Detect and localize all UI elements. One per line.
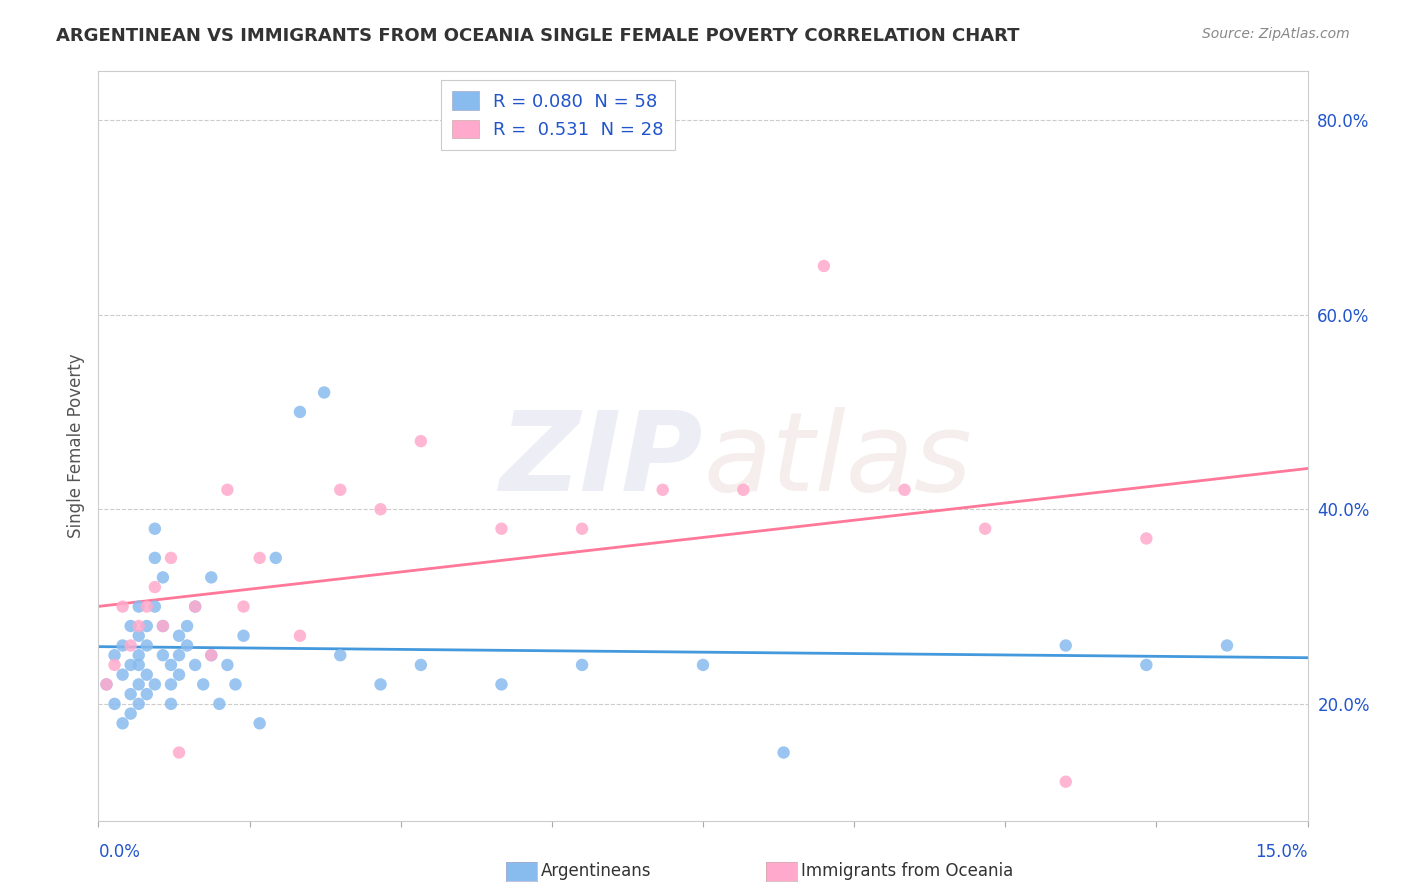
Point — [772, 746, 794, 760]
Text: Argentineans: Argentineans — [541, 863, 652, 880]
Point — [1054, 639, 1077, 653]
Point — [176, 619, 198, 633]
Point — [143, 522, 166, 536]
Text: Immigrants from Oceania: Immigrants from Oceania — [801, 863, 1014, 880]
Point — [200, 570, 222, 584]
Point — [167, 629, 190, 643]
Point — [813, 259, 835, 273]
Point — [120, 706, 142, 721]
Text: 0.0%: 0.0% — [98, 843, 141, 861]
Point — [491, 677, 513, 691]
Point — [1135, 657, 1157, 672]
Point — [217, 483, 239, 497]
Point — [167, 667, 190, 681]
Point — [143, 580, 166, 594]
Point — [217, 657, 239, 672]
Point — [120, 639, 142, 653]
Point — [135, 667, 157, 681]
Point — [651, 483, 673, 497]
Text: Source: ZipAtlas.com: Source: ZipAtlas.com — [1202, 27, 1350, 41]
Point — [128, 599, 150, 614]
Point — [288, 405, 311, 419]
Point — [249, 550, 271, 565]
Point — [96, 677, 118, 691]
Point — [1054, 774, 1077, 789]
Point — [120, 657, 142, 672]
Text: 15.0%: 15.0% — [1256, 843, 1308, 861]
Point — [733, 483, 755, 497]
Point — [571, 657, 593, 672]
Point — [491, 522, 513, 536]
Text: atlas: atlas — [703, 408, 972, 515]
Point — [167, 648, 190, 663]
Point — [128, 677, 150, 691]
Point — [160, 550, 183, 565]
Point — [135, 619, 157, 633]
Y-axis label: Single Female Poverty: Single Female Poverty — [66, 354, 84, 538]
Point — [329, 648, 352, 663]
Point — [111, 599, 134, 614]
Point — [103, 648, 125, 663]
Point — [143, 677, 166, 691]
Point — [128, 657, 150, 672]
Point — [152, 648, 174, 663]
Point — [160, 677, 183, 691]
Point — [893, 483, 915, 497]
Point — [160, 697, 183, 711]
Point — [184, 599, 207, 614]
Point — [167, 746, 190, 760]
Point — [264, 550, 287, 565]
Point — [1135, 532, 1157, 546]
Point — [208, 697, 231, 711]
Point — [128, 629, 150, 643]
Point — [152, 570, 174, 584]
Point — [184, 657, 207, 672]
Text: ZIP: ZIP — [499, 408, 703, 515]
Point — [329, 483, 352, 497]
Point — [288, 629, 311, 643]
Point — [314, 385, 336, 400]
Point — [370, 502, 392, 516]
Point — [143, 550, 166, 565]
Point — [974, 522, 997, 536]
Point — [152, 619, 174, 633]
Legend: R = 0.080  N = 58, R =  0.531  N = 28: R = 0.080 N = 58, R = 0.531 N = 28 — [441, 80, 675, 150]
Point — [143, 599, 166, 614]
Point — [120, 619, 142, 633]
Point — [135, 639, 157, 653]
Point — [103, 697, 125, 711]
Point — [409, 434, 432, 449]
Point — [103, 657, 125, 672]
Point — [249, 716, 271, 731]
Point — [128, 648, 150, 663]
Point — [571, 522, 593, 536]
Point — [160, 657, 183, 672]
Point — [128, 619, 150, 633]
Text: ARGENTINEAN VS IMMIGRANTS FROM OCEANIA SINGLE FEMALE POVERTY CORRELATION CHART: ARGENTINEAN VS IMMIGRANTS FROM OCEANIA S… — [56, 27, 1019, 45]
Point — [135, 687, 157, 701]
Point — [370, 677, 392, 691]
Point — [152, 619, 174, 633]
Point — [176, 639, 198, 653]
Point — [193, 677, 215, 691]
Point — [232, 629, 254, 643]
Point — [111, 667, 134, 681]
Point — [184, 599, 207, 614]
Point — [409, 657, 432, 672]
Point — [200, 648, 222, 663]
Point — [1216, 639, 1239, 653]
Point — [128, 697, 150, 711]
Point — [111, 639, 134, 653]
Point — [120, 687, 142, 701]
Point — [232, 599, 254, 614]
Point — [200, 648, 222, 663]
Point — [135, 599, 157, 614]
Point — [692, 657, 714, 672]
Point — [96, 677, 118, 691]
Point — [224, 677, 246, 691]
Point — [111, 716, 134, 731]
